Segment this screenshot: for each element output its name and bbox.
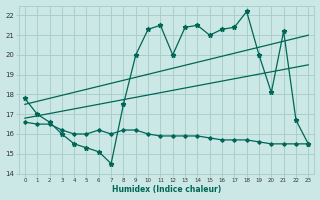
X-axis label: Humidex (Indice chaleur): Humidex (Indice chaleur) <box>112 185 221 194</box>
